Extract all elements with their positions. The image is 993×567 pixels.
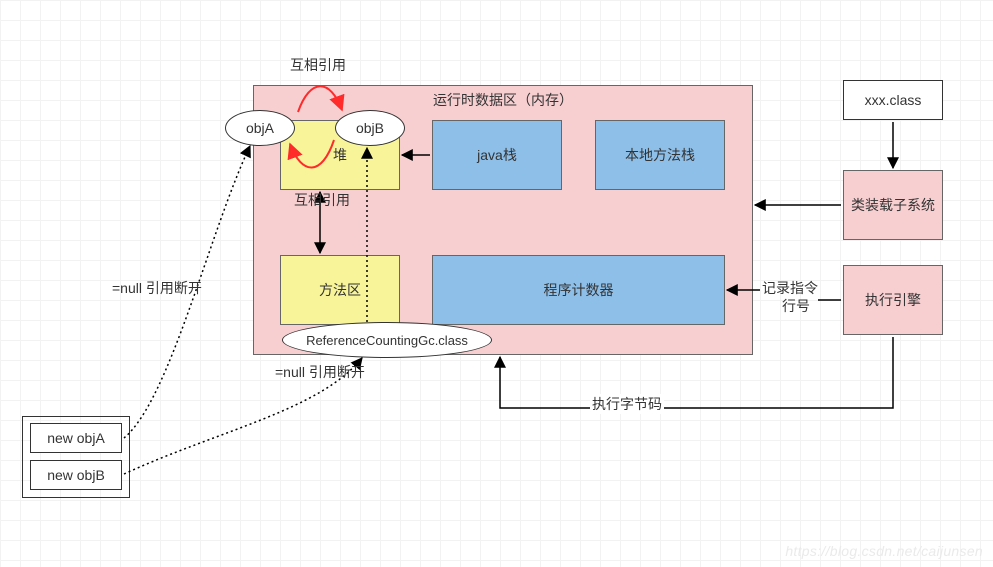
node-native-stack: 本地方法栈 bbox=[595, 120, 725, 190]
ellipse-obj-a: objA bbox=[225, 110, 295, 146]
node-native-stack-label: 本地方法栈 bbox=[625, 145, 695, 165]
watermark: https://blog.csdn.net/caijunsen bbox=[785, 543, 983, 559]
label-bytecode: 执行字节码 bbox=[590, 394, 664, 414]
label-null-1: =null 引用断开 bbox=[112, 278, 202, 298]
node-new-obja: new objA bbox=[30, 423, 122, 453]
node-method-area-label: 方法区 bbox=[319, 280, 361, 300]
ellipse-class-label: ReferenceCountingGc.class bbox=[306, 333, 468, 348]
ellipse-obj-b: objB bbox=[335, 110, 405, 146]
node-pc-register-label: 程序计数器 bbox=[544, 280, 614, 300]
ellipse-obj-b-label: objB bbox=[356, 120, 384, 136]
node-new-objb-label: new objB bbox=[47, 467, 105, 483]
node-java-stack-label: java栈 bbox=[477, 145, 517, 165]
label-record-2: 行号 bbox=[782, 296, 810, 316]
label-mutual-top: 互相引用 bbox=[290, 55, 346, 75]
runtime-area-title: 运行时数据区（内存） bbox=[433, 90, 573, 110]
label-null-2: =null 引用断开 bbox=[275, 362, 365, 382]
node-class-loader-label: 类装载子系统 bbox=[851, 195, 935, 215]
label-mutual-bottom: 互相引用 bbox=[294, 190, 350, 210]
node-class-loader: 类装载子系统 bbox=[843, 170, 943, 240]
node-xxx-class: xxx.class bbox=[843, 80, 943, 120]
node-xxx-class-label: xxx.class bbox=[865, 92, 922, 108]
node-execution-engine-label: 执行引擎 bbox=[865, 290, 921, 310]
node-new-obja-label: new objA bbox=[47, 430, 105, 446]
node-method-area: 方法区 bbox=[280, 255, 400, 325]
node-heap-label: 堆 bbox=[333, 145, 347, 165]
label-record-1: 记录指令 bbox=[762, 278, 818, 298]
ellipse-class: ReferenceCountingGc.class bbox=[282, 322, 492, 358]
node-execution-engine: 执行引擎 bbox=[843, 265, 943, 335]
node-new-objb: new objB bbox=[30, 460, 122, 490]
node-pc-register: 程序计数器 bbox=[432, 255, 725, 325]
ellipse-obj-a-label: objA bbox=[246, 120, 274, 136]
node-java-stack: java栈 bbox=[432, 120, 562, 190]
